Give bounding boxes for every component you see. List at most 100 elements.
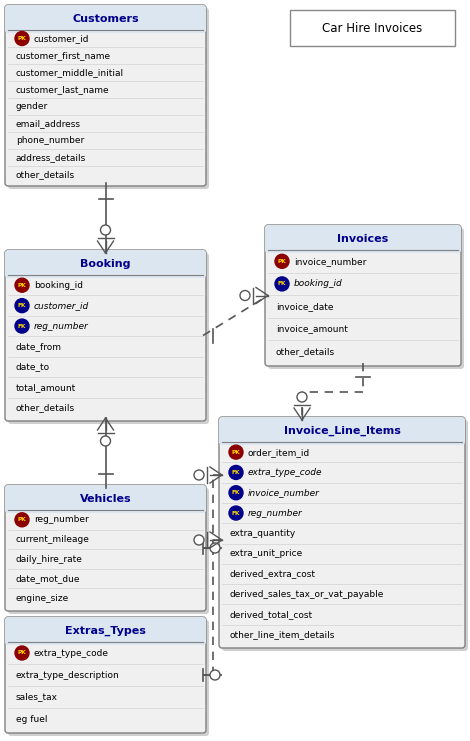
Text: other_details: other_details [276, 348, 335, 356]
FancyBboxPatch shape [8, 253, 209, 424]
Text: FK: FK [232, 491, 240, 495]
Text: FK: FK [18, 324, 26, 328]
Text: extra_unit_price: extra_unit_price [230, 549, 303, 558]
FancyBboxPatch shape [8, 620, 209, 736]
Text: other_line_item_details: other_line_item_details [230, 631, 336, 639]
Text: Customers: Customers [72, 14, 139, 24]
Text: date_from: date_from [16, 342, 62, 351]
Text: FK: FK [18, 303, 26, 308]
FancyBboxPatch shape [5, 5, 206, 33]
Circle shape [15, 646, 29, 660]
Text: Invoices: Invoices [337, 234, 389, 244]
Text: Invoice_Line_Items: Invoice_Line_Items [283, 426, 400, 436]
Circle shape [15, 32, 29, 45]
Text: total_amount: total_amount [16, 383, 76, 392]
Circle shape [229, 506, 243, 520]
Text: address_details: address_details [16, 153, 86, 162]
Bar [290, 10, 455, 46]
Text: phone_number: phone_number [16, 136, 84, 145]
Text: engine_size: engine_size [16, 594, 69, 602]
Bar [8, 264, 203, 275]
FancyBboxPatch shape [5, 617, 206, 645]
Bar [8, 499, 203, 510]
Circle shape [210, 543, 220, 553]
Text: Vehicles: Vehicles [80, 494, 131, 504]
Text: PK: PK [18, 517, 26, 522]
Text: date_mot_due: date_mot_due [16, 574, 80, 583]
FancyBboxPatch shape [5, 250, 206, 421]
Circle shape [229, 445, 243, 459]
Circle shape [101, 225, 110, 235]
Text: booking_id: booking_id [34, 281, 83, 290]
Circle shape [194, 535, 204, 545]
Text: FK: FK [278, 282, 286, 287]
Text: invoice_number: invoice_number [294, 257, 367, 266]
Text: FK: FK [232, 511, 240, 516]
Text: eg fuel: eg fuel [16, 714, 47, 723]
Text: extra_quantity: extra_quantity [230, 529, 296, 538]
Text: PK: PK [18, 651, 26, 656]
Text: customer_first_name: customer_first_name [16, 51, 111, 60]
Text: PK: PK [18, 283, 26, 288]
Text: PK: PK [232, 450, 240, 455]
FancyBboxPatch shape [5, 485, 206, 513]
FancyBboxPatch shape [5, 250, 206, 278]
Text: invoice_date: invoice_date [276, 302, 334, 311]
Text: customer_middle_initial: customer_middle_initial [16, 68, 124, 77]
Bar [222, 431, 462, 442]
Text: extra_type_description: extra_type_description [16, 671, 120, 679]
Text: invoice_number: invoice_number [248, 488, 320, 497]
Text: reg_number: reg_number [34, 515, 89, 525]
Text: gender: gender [16, 102, 48, 111]
Text: current_mileage: current_mileage [16, 535, 90, 544]
Text: Booking: Booking [80, 259, 131, 269]
Circle shape [15, 299, 29, 313]
Bar [8, 631, 203, 642]
Text: email_address: email_address [16, 119, 81, 128]
Bar [268, 239, 458, 250]
FancyBboxPatch shape [5, 5, 206, 186]
Text: order_item_id: order_item_id [248, 448, 310, 456]
FancyBboxPatch shape [219, 417, 465, 648]
Circle shape [229, 486, 243, 499]
FancyBboxPatch shape [5, 617, 206, 733]
Text: invoice_amount: invoice_amount [276, 325, 348, 333]
FancyBboxPatch shape [265, 225, 461, 253]
FancyBboxPatch shape [5, 485, 206, 611]
Bar [8, 19, 203, 30]
Text: customer_id: customer_id [34, 34, 89, 43]
Text: FK: FK [232, 470, 240, 475]
Text: sales_tax: sales_tax [16, 693, 58, 702]
Text: derived_sales_tax_or_vat_payable: derived_sales_tax_or_vat_payable [230, 590, 384, 599]
Circle shape [15, 278, 29, 292]
Text: customer_last_name: customer_last_name [16, 85, 110, 94]
FancyBboxPatch shape [219, 417, 465, 445]
Circle shape [297, 392, 307, 402]
Text: booking_id: booking_id [294, 279, 343, 288]
Text: reg_number: reg_number [34, 322, 89, 330]
Circle shape [15, 319, 29, 333]
Text: PK: PK [278, 259, 286, 264]
Text: extra_type_code: extra_type_code [248, 468, 322, 477]
Circle shape [194, 470, 204, 480]
Circle shape [101, 436, 110, 446]
Circle shape [275, 277, 289, 291]
Text: PK: PK [18, 36, 26, 41]
Circle shape [15, 513, 29, 527]
Text: Car Hire Invoices: Car Hire Invoices [322, 21, 423, 35]
Text: extra_type_code: extra_type_code [34, 648, 109, 657]
Circle shape [240, 290, 250, 301]
Text: derived_total_cost: derived_total_cost [230, 610, 313, 619]
Circle shape [229, 465, 243, 479]
Circle shape [210, 670, 220, 680]
Text: derived_extra_cost: derived_extra_cost [230, 569, 316, 579]
Text: Extras_Types: Extras_Types [65, 626, 146, 636]
FancyBboxPatch shape [265, 225, 461, 366]
Text: date_to: date_to [16, 362, 50, 371]
FancyBboxPatch shape [268, 228, 464, 369]
Text: customer_id: customer_id [34, 301, 89, 310]
Circle shape [275, 254, 289, 268]
FancyBboxPatch shape [8, 8, 209, 189]
Text: other_details: other_details [16, 170, 75, 179]
Text: other_details: other_details [16, 403, 75, 412]
